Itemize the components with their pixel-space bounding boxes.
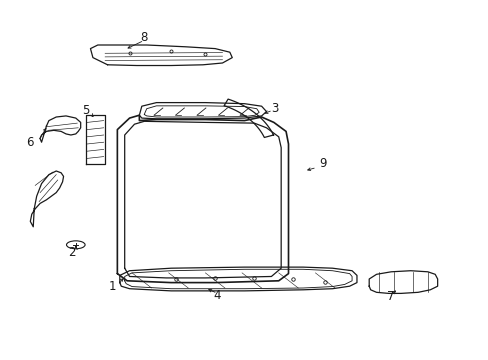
Text: 7: 7 [386, 291, 394, 303]
Text: 9: 9 [318, 157, 326, 170]
Text: 6: 6 [26, 136, 34, 149]
Text: 3: 3 [270, 102, 278, 114]
Text: 2: 2 [68, 246, 76, 259]
Text: 5: 5 [81, 104, 89, 117]
Text: 1: 1 [108, 280, 116, 293]
Text: 8: 8 [140, 31, 148, 44]
Text: 4: 4 [213, 289, 221, 302]
